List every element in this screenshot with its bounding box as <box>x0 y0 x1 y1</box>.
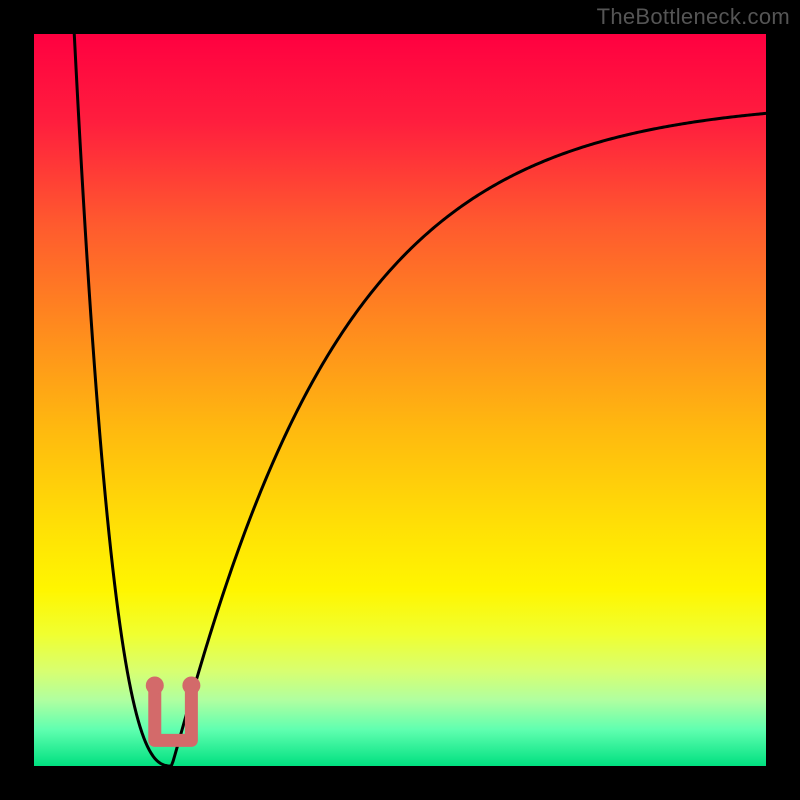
valley-dot-left <box>146 676 164 694</box>
chart-stage: TheBottleneck.com <box>0 0 800 800</box>
plot-background <box>34 34 766 766</box>
valley-dot-right <box>182 676 200 694</box>
bottleneck-chart <box>0 0 800 800</box>
watermark-text: TheBottleneck.com <box>597 4 790 30</box>
